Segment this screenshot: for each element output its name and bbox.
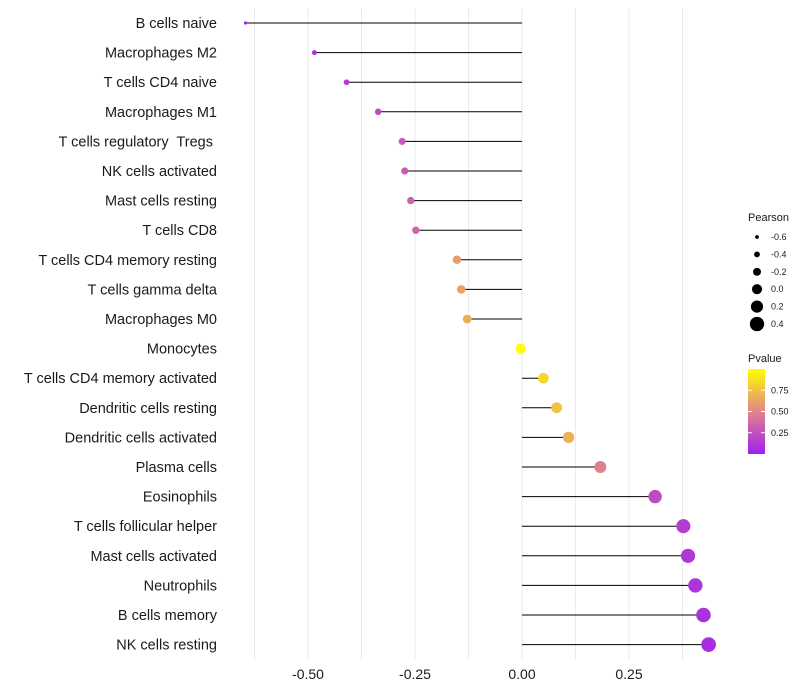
lollipop-point [407,196,415,205]
x-tick-label: -0.25 [399,666,431,682]
y-axis-label: Dendritic cells resting [79,401,217,417]
size-legend-label: 0.0 [771,284,784,294]
color-legend-label: 0.75 [771,385,789,395]
lollipop-point [398,137,406,145]
y-axis-label: T cells follicular helper [74,519,217,535]
y-axis-label: T cells CD8 [142,223,217,239]
size-legend-key [751,284,763,295]
y-axis-label: T cells CD4 memory activated [24,371,217,387]
lollipop-point [456,285,466,294]
size-legend-key [750,300,764,313]
y-axis-labels: B cells naive Macrophages M2 T cells CD4 n… [24,16,218,654]
color-legend-label: 0.25 [771,428,789,438]
lollipop-point [688,578,703,593]
size-legend: Pearson -0.6 -0.4 -0.2 0.0 0.2 0.4 [748,212,789,332]
size-legend-key [753,267,761,276]
lollipop-point [311,50,317,56]
size-legend-key [754,251,760,258]
y-axis-label: B cells naive [136,16,217,32]
x-tick-label: 0.25 [615,666,642,682]
y-axis-label: T cells regulatory Tregs [59,134,218,150]
y-axis-label: T cells CD4 naive [104,75,217,91]
lollipop-point [648,489,662,504]
lollipop-point [701,637,716,652]
y-axis-label: T cells CD4 memory resting [38,253,217,269]
y-axis-label: Mast cells activated [90,549,217,565]
lollipop-point [594,460,607,474]
x-tick-label: -0.50 [292,666,324,682]
lollipop-point [515,343,526,354]
lollipop-point [343,79,350,86]
y-axis-label: Mast cells resting [105,194,217,210]
lollipop-point [243,21,248,25]
lollipop-point [412,226,420,234]
color-legend-label: 0.50 [771,407,789,417]
y-axis-label: Monocytes [147,342,217,358]
y-axis-label: Eosinophils [143,490,217,506]
lollipop-point [563,431,575,444]
y-axis-label: Macrophages M1 [105,105,217,121]
size-legend-label: 0.4 [771,319,784,329]
y-axis-label: NK cells resting [116,638,217,654]
size-legend-label: 0.2 [771,302,784,312]
stem-layer [245,22,709,646]
grid-layer [254,8,683,660]
lollipop-point [452,255,462,265]
lollipop-point [401,167,409,175]
lollipop-point [551,402,563,414]
size-legend-key [749,316,765,332]
lollipop-point [680,548,696,563]
size-legend-title: Pearson [748,212,789,224]
dot-layer [243,21,716,652]
y-axis-label: T cells gamma delta [88,282,218,298]
size-legend-label: -0.6 [771,232,787,242]
size-legend-label: -0.2 [771,267,787,277]
size-legend-label: -0.4 [771,249,787,259]
lollipop-point [696,607,711,623]
lollipop-point [462,314,472,324]
y-axis-label: Plasma cells [136,460,217,476]
x-tick-label: 0.00 [508,666,535,682]
x-axis-ticks: -0.50 -0.25 0.00 0.25 [292,666,643,682]
color-legend: Pvalue 0.25 0.50 0.75 [748,353,789,454]
lollipop-point [538,372,549,384]
lollipop-point [374,108,382,116]
y-axis-label: Macrophages M0 [105,312,217,328]
color-legend-bar [748,369,765,454]
y-axis-label: Neutrophils [144,578,217,594]
lollipop-point [676,519,691,534]
size-legend-key [755,235,759,239]
y-axis-label: NK cells activated [102,164,217,180]
y-axis-label: Macrophages M2 [105,46,217,62]
y-axis-label: Dendritic cells activated [65,430,217,446]
y-axis-label: B cells memory [118,608,218,624]
color-legend-title: Pvalue [748,353,782,365]
